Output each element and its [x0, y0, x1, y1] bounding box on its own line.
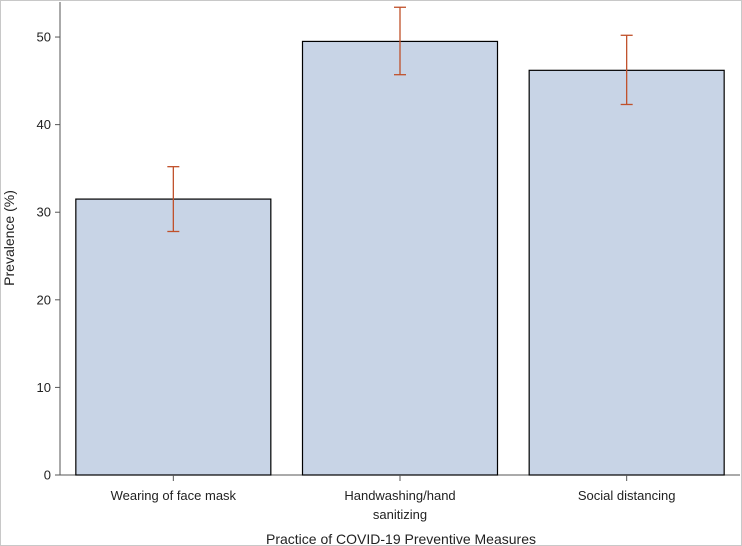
bar [75, 198, 272, 476]
x-tick-label: Handwashing/hand [344, 488, 455, 503]
y-axis-title: Prevalence (%) [1, 190, 17, 286]
error-bars-group [167, 6, 633, 233]
bars-group [75, 40, 725, 476]
y-tick-label: 40 [37, 117, 51, 132]
y-tick-label: 30 [37, 205, 51, 220]
y-tick-label: 50 [37, 30, 51, 45]
y-tick-label: 0 [44, 468, 51, 483]
x-axis-title: Practice of COVID-19 Preventive Measures [266, 531, 536, 546]
x-tick-label: Social distancing [578, 488, 676, 503]
y-tick-label: 10 [37, 380, 51, 395]
x-tick-label: Wearing of face mask [111, 488, 237, 503]
x-tick-label: sanitizing [373, 507, 427, 522]
x-axis: Wearing of face mask Handwashing/hand sani… [111, 475, 676, 522]
y-axis: 0 10 20 30 40 50 [37, 30, 60, 483]
bar [528, 69, 725, 476]
bar [301, 40, 499, 476]
y-tick-label: 20 [37, 292, 51, 307]
